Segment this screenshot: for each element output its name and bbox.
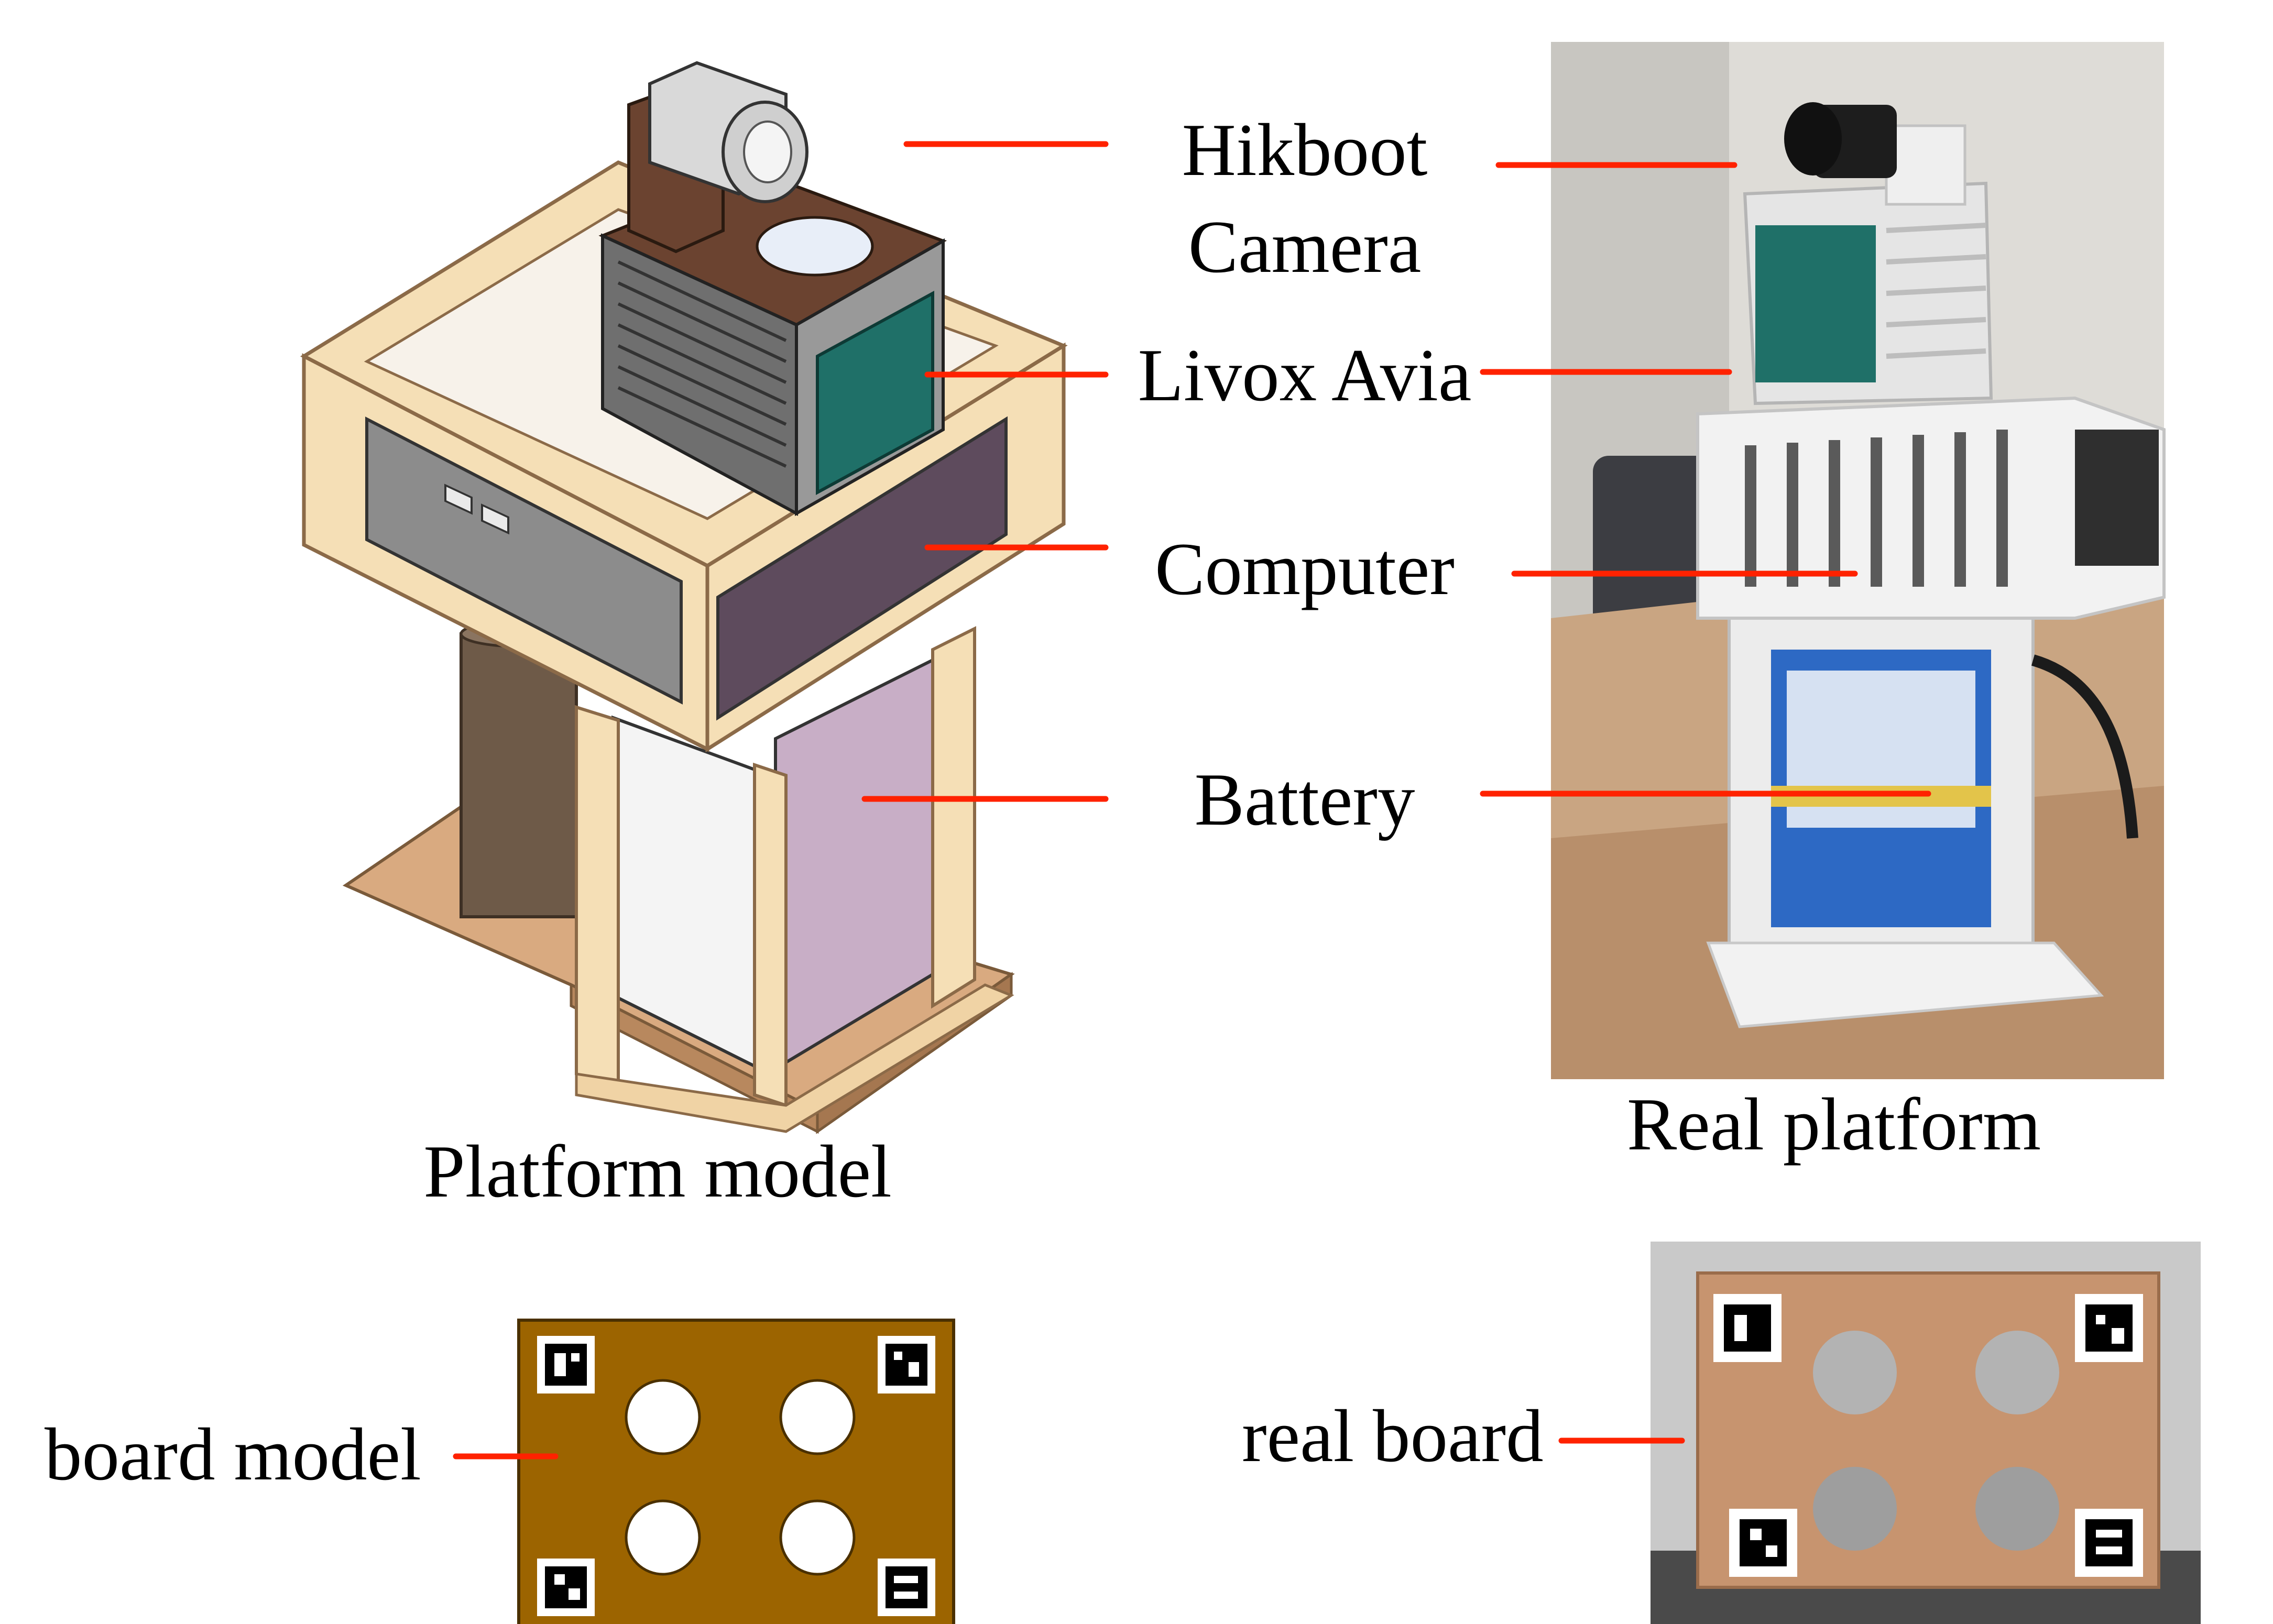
lower-frame-mid (753, 762, 788, 1108)
board-model-marker-4 (878, 1559, 935, 1616)
real-board-marker-4 (2075, 1509, 2143, 1577)
label-board-model: board model (45, 1413, 421, 1496)
real-board-marker-1 (1713, 1294, 1782, 1362)
label-computer: Computer (1155, 528, 1455, 610)
computer-panel-side (716, 416, 1008, 721)
photo-computer-vents (1745, 430, 2008, 587)
label-real-board: real board (1242, 1395, 1544, 1477)
real-board-hole-2 (1975, 1331, 2059, 1414)
board-model-marker-2 (878, 1336, 935, 1393)
board-model-hole-2 (779, 1379, 856, 1455)
camera-lens-inner (743, 120, 792, 183)
label-battery: Battery (1194, 758, 1415, 841)
real-platform-photo (1551, 42, 2166, 1079)
board-model-hole-3 (625, 1499, 701, 1576)
board-model-hole-1 (625, 1379, 701, 1455)
support-cylinder (460, 632, 578, 918)
photo-base-plate (1706, 941, 2104, 1028)
computer-port-2 (481, 503, 509, 535)
board-model-marker-3 (537, 1559, 595, 1616)
caption-platform-model: Platform model (423, 1130, 892, 1213)
label-camera: Camera (1188, 205, 1422, 288)
board-model-hole-4 (779, 1499, 856, 1576)
leader-lines (453, 141, 1931, 1460)
real-board-photo (1651, 1242, 2201, 1624)
photo-camera-lens-front (1784, 102, 1842, 175)
photo-computer-ports (2075, 430, 2159, 566)
lower-frame-left (575, 705, 620, 1092)
real-board-marker-3 (1729, 1509, 1797, 1577)
real-board-hole-1 (1813, 1331, 1897, 1414)
lower-frame-bottom (575, 983, 1014, 1133)
photo-lidar-window (1755, 225, 1876, 382)
photo-camera-body (1885, 124, 1966, 206)
real-board-hole-4 (1975, 1467, 2059, 1551)
caption-real-platform: Real platform (1626, 1083, 2041, 1166)
real-board-hole-3 (1813, 1467, 1897, 1551)
lidar-fins (617, 260, 787, 468)
photo-computer-housing (1696, 396, 2166, 620)
lidar-teal-window (816, 290, 934, 496)
lidar-top-hole (756, 216, 874, 277)
label-hikboot: Hikboot (1182, 108, 1428, 191)
board-model-marker-1 (537, 1336, 595, 1393)
label-livox-avia: Livox Avia (1138, 334, 1472, 416)
photo-cable (2031, 654, 2138, 839)
computer-port-1 (444, 484, 473, 515)
photo-lidar-fins (1886, 223, 1986, 359)
platform-model-drawing (300, 61, 1068, 1134)
real-board-marker-2 (2075, 1294, 2143, 1362)
board-model-drawing (517, 1319, 955, 1624)
lower-frame-right (931, 626, 976, 1009)
